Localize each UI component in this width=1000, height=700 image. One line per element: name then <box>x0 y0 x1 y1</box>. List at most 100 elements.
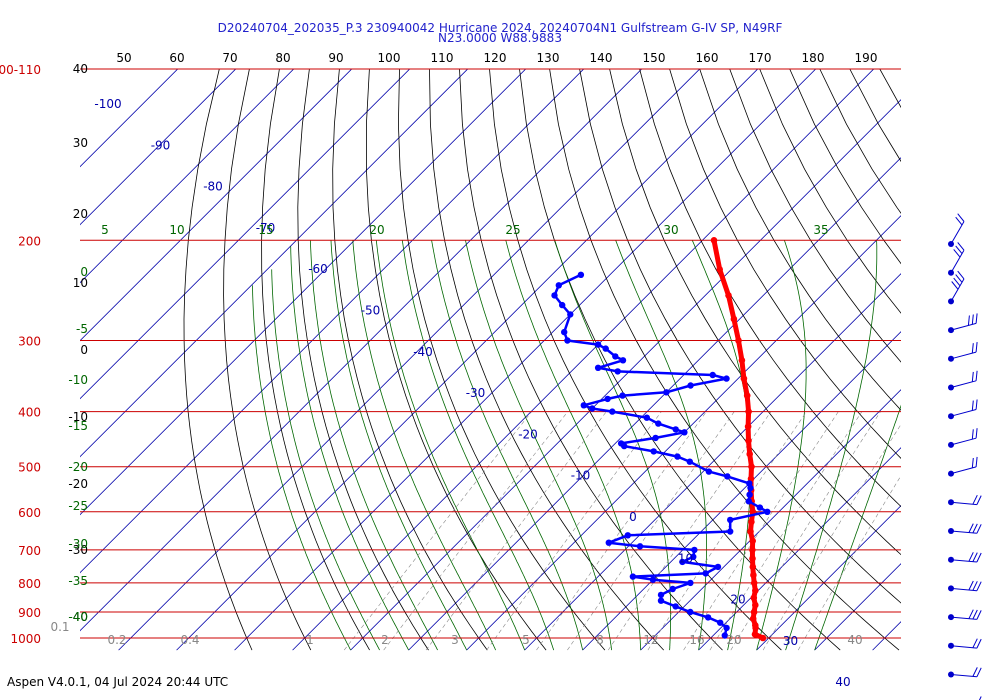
dry-adiabat-line <box>609 69 901 556</box>
wind-barb-feather <box>967 315 970 326</box>
dewpoint-point <box>690 553 697 560</box>
top-tick-label: 80 <box>275 51 290 65</box>
dry-adiabat-label: -10 <box>68 410 88 424</box>
isotherm-label: -40 <box>413 345 433 359</box>
isotherm-label: 40 <box>835 675 850 689</box>
moist-adiabat-label: -5 <box>76 322 88 336</box>
wind-barb-feather <box>972 552 978 562</box>
wind-barb-feather <box>971 371 974 382</box>
wind-barb-feather <box>971 400 974 411</box>
pressure-label: 400 <box>18 406 41 420</box>
moist-adiabat-line <box>252 285 351 651</box>
moist-adiabat-line <box>310 240 438 651</box>
top-tick-label: 70 <box>222 51 237 65</box>
dewpoint-point <box>686 458 693 465</box>
top-tick-label: 160 <box>696 51 719 65</box>
mixing-ratio-line <box>567 411 735 651</box>
isotherm-line <box>234 69 817 651</box>
isotherm-line <box>80 69 295 284</box>
dry-adiabat-line <box>639 69 901 508</box>
top-tick-label: 130 <box>537 51 560 65</box>
wind-barb-feather <box>975 313 978 324</box>
dry-adiabat-label: 20 <box>73 207 88 221</box>
mixing-ratio-line <box>709 411 863 651</box>
wind-barb-staff <box>950 674 977 678</box>
wind-barb-staff <box>950 587 977 592</box>
dewpoint-point <box>756 504 764 511</box>
mixing-ratio-line <box>486 411 662 651</box>
top-tick-label: 170 <box>749 51 772 65</box>
wind-barb-feather <box>971 343 974 354</box>
isotherm-label: 0 <box>629 510 637 524</box>
dewpoint-point <box>609 408 616 415</box>
wind-barb-feather <box>972 609 978 620</box>
dewpoint-trace <box>553 273 769 636</box>
moist-adiabat-line <box>352 240 496 651</box>
mixing-ratio-line <box>762 423 901 651</box>
dry-adiabat-line <box>223 69 312 651</box>
moist-adiabat-label: 15 <box>258 223 273 237</box>
wind-barb-feather <box>975 370 978 381</box>
dewpoint-point <box>672 426 679 433</box>
wind-barb-feather <box>968 523 974 533</box>
isotherm-line <box>80 69 469 458</box>
wind-barb-feather <box>976 581 982 591</box>
dry-adiabat-label: 10 <box>73 276 88 290</box>
mixing-ratio-line <box>536 411 707 651</box>
mixing-ratio-line <box>797 475 901 651</box>
mixing-ratio-label: 1 <box>306 633 314 647</box>
moist-adiabat-line <box>554 240 671 651</box>
mixing-ratio-label: 5 <box>522 633 530 647</box>
wind-barb-feather <box>951 281 959 290</box>
mixing-ratio-line <box>383 411 569 651</box>
dry-adiabat-line <box>729 69 901 363</box>
isotherm-line <box>80 69 237 226</box>
dry-adiabat-line <box>519 69 841 651</box>
dewpoint-point <box>567 311 574 318</box>
moist-adiabat-line <box>431 240 583 651</box>
dewpoint-point <box>636 543 644 550</box>
isotherm-label: -100 <box>94 97 121 111</box>
mixing-ratio-label: 2 <box>381 633 389 647</box>
dewpoint-point <box>687 579 694 587</box>
dewpoint-point <box>561 328 568 336</box>
top-tick-label: 180 <box>802 51 825 65</box>
mixing-ratio-line <box>425 411 607 651</box>
dewpoint-point <box>589 405 596 412</box>
mixing-ratio-label: 0.4 <box>180 633 199 647</box>
dewpoint-point <box>764 508 771 515</box>
dewpoint-point <box>594 341 602 348</box>
wind-barb-staff <box>950 249 965 273</box>
dewpoint-point <box>723 375 730 382</box>
dewpoint-point <box>657 597 665 604</box>
top-tick-label: 190 <box>855 51 878 65</box>
dewpoint-point <box>672 603 679 610</box>
mixing-ratio-label: 16 <box>689 633 704 647</box>
dry-adiabat-line <box>429 69 664 651</box>
pressure-label: 500 <box>18 461 41 475</box>
isotherm-line <box>80 69 179 168</box>
dry-adiabat-line <box>365 69 547 651</box>
chart-subtitle-position: N23.0000 W88.9883 <box>438 31 562 45</box>
wind-barb-feather <box>972 667 978 677</box>
moist-adiabat-line <box>785 240 878 651</box>
wind-barb-staff <box>950 466 977 475</box>
dewpoint-point <box>605 539 612 546</box>
temperature-trace <box>711 239 764 641</box>
dewpoint-point <box>629 573 637 580</box>
wind-barb-feather <box>975 456 978 467</box>
wind-barb-feather <box>972 494 978 505</box>
pressure-label: 100-110 <box>0 63 41 77</box>
moist-adiabat-label: -10 <box>68 373 88 387</box>
dry-adiabat-label: -30 <box>68 543 88 557</box>
top-tick-label: 50 <box>116 51 131 65</box>
dewpoint-point <box>687 382 694 389</box>
wind-barb-feather <box>955 274 963 283</box>
dry-adiabat-label: 40 <box>73 62 88 76</box>
dewpoint-point <box>580 402 587 409</box>
dewpoint-point <box>643 414 650 421</box>
moist-adiabat-line <box>615 240 707 651</box>
dewpoint-point <box>555 282 562 289</box>
wind-barb-staff <box>950 221 965 245</box>
